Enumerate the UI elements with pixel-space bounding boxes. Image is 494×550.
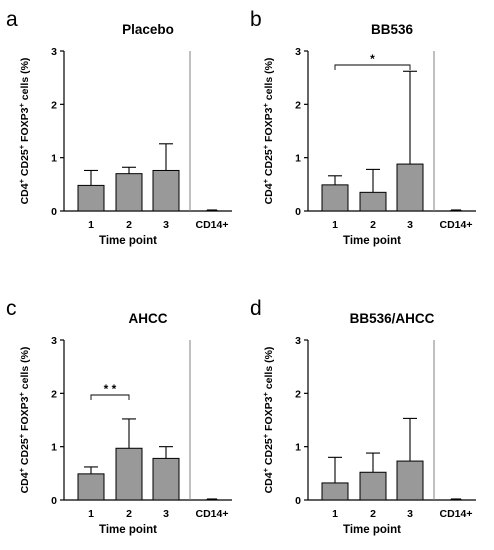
bar-2 <box>359 191 387 212</box>
bar-4 <box>450 498 462 501</box>
x-tick-label: CD14+ <box>196 508 229 520</box>
x-tick-label: 1 <box>88 219 94 231</box>
bar-4 <box>206 209 218 212</box>
chart-panel-c: c AHCC 0 1 2 3 1 2 3 CD14+ Time point CD4+ CD25+ FO… <box>6 297 232 536</box>
x-axis-label: Time point <box>343 524 401 536</box>
y-tick-label: 1 <box>51 442 57 454</box>
x-tick-label: 3 <box>163 508 169 520</box>
y-axis-label: CD4+ CD25+ FOXP3+ cells (%) <box>261 58 276 205</box>
panel-letter: a <box>6 8 18 31</box>
y-tick-label: 0 <box>295 206 301 218</box>
significance-bracket <box>334 64 411 70</box>
y-axis-label: CD4+ CD25+ FOXP3+ cells (%) <box>17 347 32 494</box>
y-axis-label: CD4+ CD25+ FOXP3+ cells (%) <box>261 347 276 494</box>
x-tick-label: CD14+ <box>440 508 473 520</box>
chart-panel-d: d BB536/AHCC 0 1 2 3 1 2 3 CD14+ Time point CD4+ CD… <box>250 297 476 536</box>
significance-bracket <box>90 394 130 400</box>
x-tick-label: 3 <box>407 219 413 231</box>
chart-title: BB536/AHCC <box>350 311 435 326</box>
x-tick-label: 1 <box>332 219 338 231</box>
y-tick-label: 2 <box>51 99 57 111</box>
bar-1 <box>77 473 105 501</box>
chart-title: BB536 <box>371 22 414 37</box>
y-tick-label: 1 <box>51 153 57 165</box>
x-tick-label: 2 <box>370 508 376 520</box>
bar-1 <box>321 482 349 501</box>
bar-1 <box>77 184 105 212</box>
x-tick-label: CD14+ <box>440 219 473 231</box>
chart-title: AHCC <box>129 311 168 326</box>
bar-2 <box>115 447 143 501</box>
chart-panel-b: b BB536 0 1 2 3 1 2 3 CD14+ Time point CD4+ CD25+ F… <box>250 8 476 247</box>
x-tick-label: 1 <box>88 508 94 520</box>
y-tick-label: 0 <box>295 495 301 507</box>
x-axis-label: Time point <box>99 524 157 536</box>
panel-letter: b <box>250 8 262 31</box>
x-tick-label: 3 <box>163 219 169 231</box>
y-tick-label: 3 <box>51 46 57 58</box>
x-tick-label: 2 <box>126 219 132 231</box>
y-axis-label: CD4+ CD25+ FOXP3+ cells (%) <box>17 58 32 205</box>
panel-letter: d <box>250 297 262 320</box>
y-tick-label: 2 <box>295 99 301 111</box>
x-tick-label: CD14+ <box>196 219 229 231</box>
bar-3 <box>396 460 424 501</box>
y-tick-label: 3 <box>51 335 57 347</box>
bar-1 <box>321 184 349 212</box>
bar-2 <box>359 471 387 501</box>
y-tick-label: 3 <box>295 335 301 347</box>
panel-letter: c <box>6 297 17 320</box>
x-axis-label: Time point <box>99 235 157 247</box>
y-tick-label: 1 <box>295 442 301 454</box>
bar-4 <box>206 498 218 501</box>
x-tick-label: 2 <box>126 508 132 520</box>
bar-3 <box>152 457 180 501</box>
x-tick-label: 2 <box>370 219 376 231</box>
bar-3 <box>152 169 180 212</box>
bar-2 <box>115 173 143 212</box>
y-tick-label: 1 <box>295 153 301 165</box>
x-tick-label: 3 <box>407 508 413 520</box>
y-tick-label: 3 <box>295 46 301 58</box>
bar-3 <box>396 163 424 212</box>
y-tick-label: 2 <box>51 388 57 400</box>
chart-panel-a: a Placebo 0 1 2 3 1 2 3 CD14+ Time point CD4+ CD25+… <box>6 8 232 247</box>
y-tick-label: 0 <box>51 206 57 218</box>
x-tick-label: 1 <box>332 508 338 520</box>
chart-title: Placebo <box>122 22 174 37</box>
y-tick-label: 0 <box>51 495 57 507</box>
significance-label: * * <box>104 382 117 396</box>
bar-4 <box>450 209 462 212</box>
x-axis-label: Time point <box>343 235 401 247</box>
significance-label: * <box>370 52 375 66</box>
y-tick-label: 2 <box>295 388 301 400</box>
